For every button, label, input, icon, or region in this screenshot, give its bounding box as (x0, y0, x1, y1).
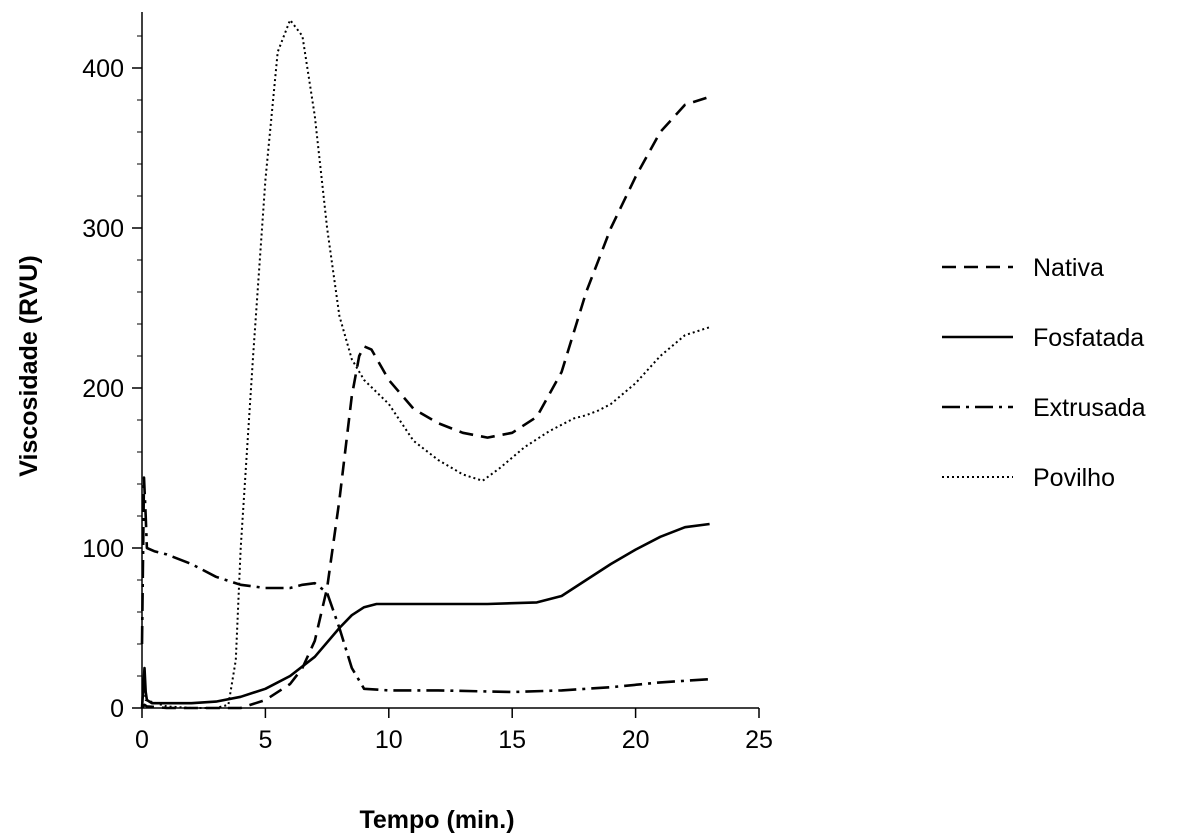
series-line-extrusada (140, 476, 710, 694)
x-tick-label: 0 (135, 726, 149, 754)
legend-label: Extrusada (1033, 394, 1146, 422)
y-tick-label: 400 (82, 55, 124, 83)
series-line-nativa (140, 95, 711, 710)
y-tick-label: 300 (82, 215, 124, 243)
plot-area (140, 19, 711, 710)
x-tick-label: 15 (498, 726, 526, 754)
x-tick-label: 20 (622, 726, 650, 754)
y-tick-label: 0 (110, 695, 124, 723)
legend-label: Povilho (1033, 464, 1115, 492)
axes (141, 12, 759, 709)
x-axis-title: Tempo (min.) (359, 806, 514, 833)
legend: Nativa Fosfatada Extrusada Povilho (942, 254, 1146, 492)
series-line-fosfatada (140, 522, 710, 709)
legend-label: Nativa (1033, 254, 1104, 282)
series-line-povilho (141, 19, 710, 709)
ticks: 0 100 200 300 400 0 5 10 15 20 25 (82, 35, 773, 754)
x-tick-label: 10 (375, 726, 403, 754)
y-tick-label: 100 (82, 535, 124, 563)
x-tick-label: 5 (258, 726, 272, 754)
y-axis-title: Viscosidade (RVU) (15, 255, 43, 476)
y-tick-label: 200 (82, 375, 124, 403)
legend-label: Fosfatada (1033, 324, 1144, 352)
x-tick-label: 25 (745, 726, 773, 754)
